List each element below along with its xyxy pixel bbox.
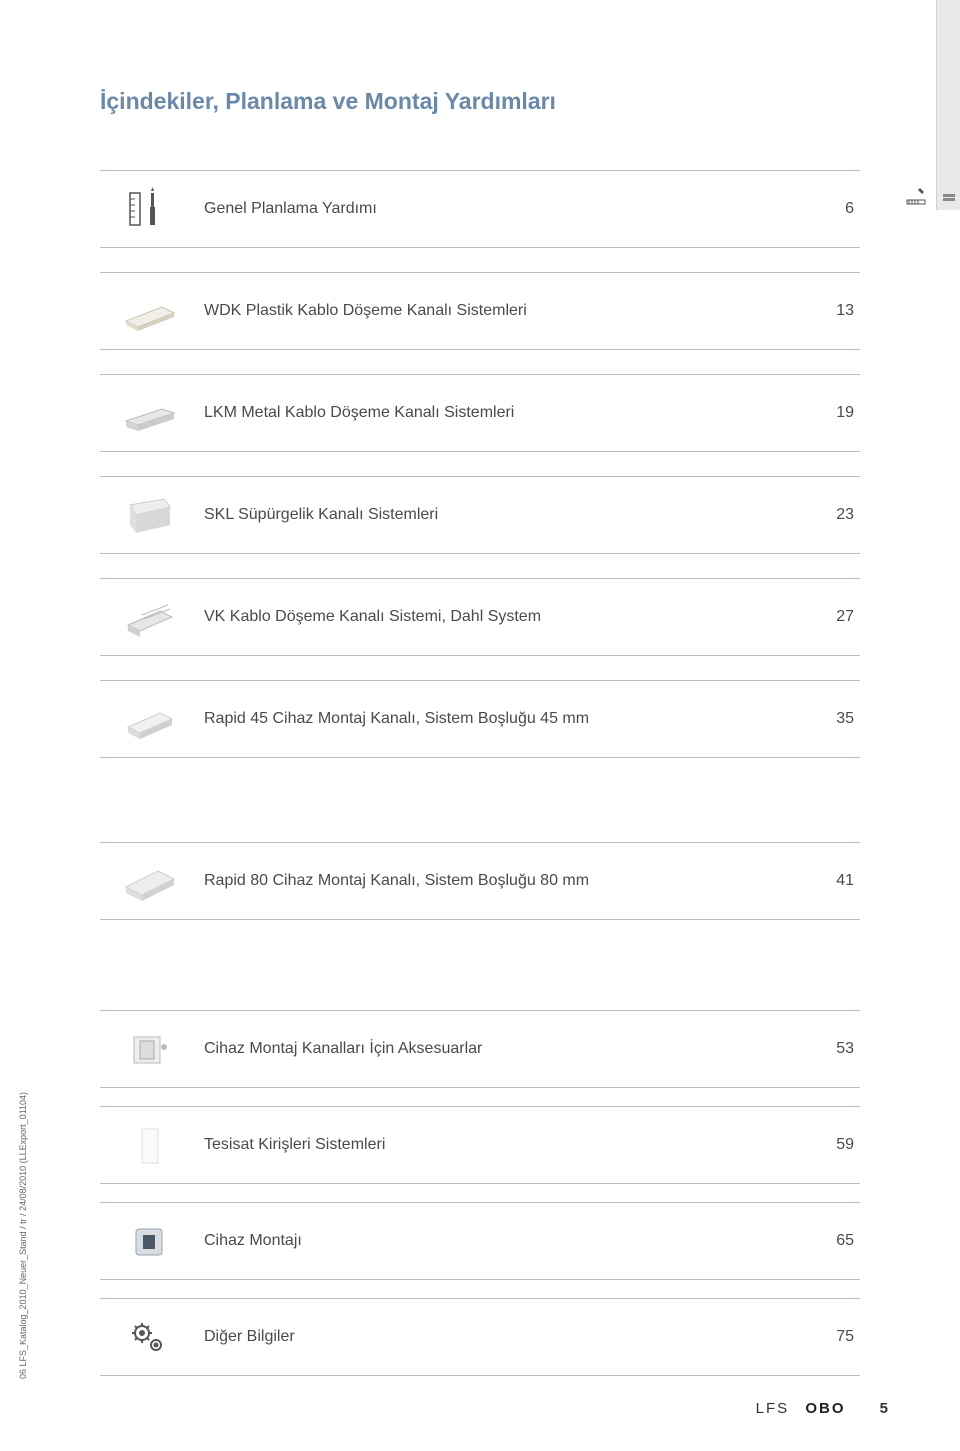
toc-label: Cihaz Montaj Kanalları İçin Aksesuarlar <box>200 1040 800 1058</box>
toc-page: 59 <box>800 1136 860 1154</box>
accessory-icon <box>100 1027 200 1071</box>
page-footer: LFS OBO 5 <box>756 1400 890 1417</box>
toc-row[interactable]: Diğer Bilgiler 75 <box>100 1298 860 1376</box>
toc-row[interactable]: Tesisat Kirişleri Sistemleri 59 <box>100 1106 860 1184</box>
toc-page: 41 <box>800 872 860 890</box>
rapid80-icon <box>100 859 200 903</box>
toc-row[interactable]: Rapid 80 Cihaz Montaj Kanalı, Sistem Boş… <box>100 842 860 920</box>
toc-label: VK Kablo Döşeme Kanalı Sistemi, Dahl Sys… <box>200 608 800 626</box>
toc-row[interactable]: WDK Plastik Kablo Döşeme Kanalı Sistemle… <box>100 272 860 350</box>
vk-dahl-icon <box>100 595 200 639</box>
toc-page: 35 <box>800 710 860 728</box>
toc-upper: Genel Planlama Yardımı 6 WDK Plastik Kab… <box>100 170 860 944</box>
footer-brand: OBO <box>805 1400 845 1417</box>
tool-side-icon <box>906 186 926 211</box>
toc-label: SKL Süpürgelik Kanalı Sistemleri <box>200 506 800 524</box>
toc-label: Cihaz Montajı <box>200 1232 800 1250</box>
toc-label: Tesisat Kirişleri Sistemleri <box>200 1136 800 1154</box>
toc-row[interactable]: Genel Planlama Yardımı 6 <box>100 170 860 248</box>
toc-row[interactable]: Cihaz Montajı 65 <box>100 1202 860 1280</box>
toc-page: 27 <box>800 608 860 626</box>
rapid45-icon <box>100 697 200 741</box>
toc-lower: Cihaz Montaj Kanalları İçin Aksesuarlar … <box>100 1010 860 1394</box>
toc-page: 19 <box>800 404 860 422</box>
toc-row[interactable]: Rapid 45 Cihaz Montaj Kanalı, Sistem Boş… <box>100 680 860 758</box>
socket-icon <box>100 1219 200 1263</box>
sidebar-handle <box>936 0 960 210</box>
toc-row[interactable]: LKM Metal Kablo Döşeme Kanalı Sistemleri… <box>100 374 860 452</box>
toc-page: 53 <box>800 1040 860 1058</box>
vertical-caption: 06 LFS_Katalog_2010_Neuer_Stand / tr / 2… <box>18 1092 28 1379</box>
toc-page: 6 <box>800 200 860 218</box>
toc-label: Rapid 80 Cihaz Montaj Kanalı, Sistem Boş… <box>200 872 800 890</box>
toc-label: LKM Metal Kablo Döşeme Kanalı Sistemleri <box>200 404 800 422</box>
toc-label: Genel Planlama Yardımı <box>200 200 800 218</box>
toc-row[interactable]: SKL Süpürgelik Kanalı Sistemleri 23 <box>100 476 860 554</box>
toc-label: Diğer Bilgiler <box>200 1328 800 1346</box>
footer-page-number: 5 <box>880 1400 890 1417</box>
skirting-icon <box>100 493 200 537</box>
toc-page: 75 <box>800 1328 860 1346</box>
channel-metal-icon <box>100 391 200 435</box>
channel-plastic-icon <box>100 289 200 333</box>
page-title: İçindekiler, Planlama ve Montaj Yardımla… <box>100 88 556 115</box>
toc-page: 13 <box>800 302 860 320</box>
toc-row[interactable]: Cihaz Montaj Kanalları İçin Aksesuarlar … <box>100 1010 860 1088</box>
gears-icon <box>100 1315 200 1359</box>
toc-row[interactable]: VK Kablo Döşeme Kanalı Sistemi, Dahl Sys… <box>100 578 860 656</box>
toc-label: Rapid 45 Cihaz Montaj Kanalı, Sistem Boş… <box>200 710 800 728</box>
toc-label: WDK Plastik Kablo Döşeme Kanalı Sistemle… <box>200 302 800 320</box>
toc-page: 23 <box>800 506 860 524</box>
footer-code: LFS <box>756 1400 790 1417</box>
ruler-screwdriver-icon <box>100 187 200 231</box>
toc-page: 65 <box>800 1232 860 1250</box>
trunking-white-icon <box>100 1123 200 1167</box>
